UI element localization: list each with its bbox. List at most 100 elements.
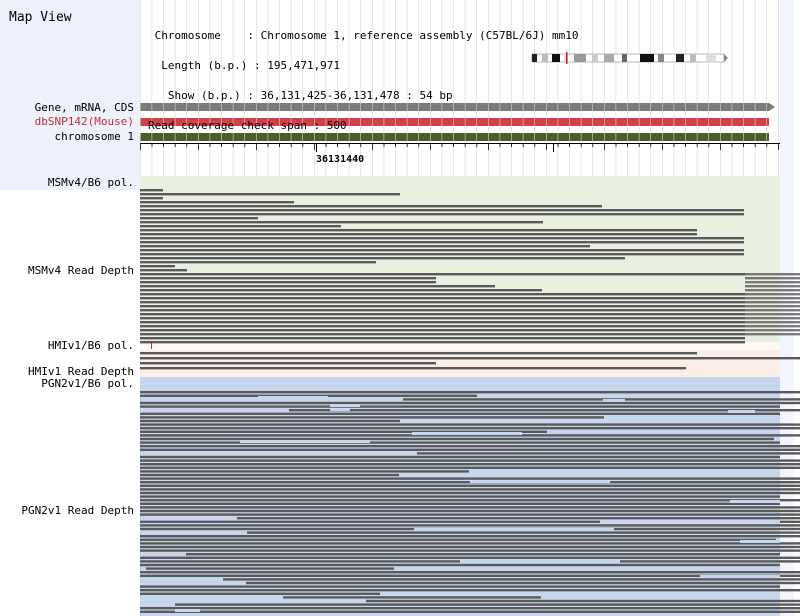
grid-line	[186, 0, 187, 176]
grid-line	[418, 0, 419, 176]
grid-line	[673, 0, 675, 176]
ruler-tick	[140, 144, 141, 150]
ruler-tick	[731, 144, 733, 147]
grid-line	[151, 0, 153, 176]
ruler-tick	[244, 144, 246, 147]
chromosome-ideogram[interactable]	[530, 52, 730, 64]
read-segment	[745, 309, 800, 312]
read-gap	[240, 440, 370, 443]
read-gap	[730, 500, 780, 503]
read-segment	[140, 513, 800, 516]
ruler-tick	[395, 144, 396, 147]
read-segment	[146, 567, 394, 570]
ruler-tick	[546, 144, 547, 150]
read-segment	[140, 394, 477, 397]
read-gap	[700, 575, 780, 578]
read-segment	[140, 269, 187, 272]
read-segment	[745, 317, 800, 320]
read-segment	[140, 357, 800, 360]
read-segment	[140, 412, 780, 415]
read-segment	[745, 285, 800, 288]
ruler-tick	[569, 144, 570, 147]
read-segment	[140, 352, 697, 355]
read-segment	[140, 405, 780, 408]
read-segment	[283, 596, 541, 599]
read-gap	[414, 528, 614, 531]
read-segment	[140, 448, 800, 451]
read-segment	[140, 341, 745, 344]
chromosome-info: Chromosome : Chromosome 1, reference ass…	[148, 11, 578, 141]
read-segment	[140, 509, 800, 513]
ruler-tick	[174, 144, 176, 147]
track-label-hmi-depth: HMIv1 Read Depth	[28, 365, 134, 378]
read-segment	[140, 592, 380, 595]
grid-line	[348, 0, 350, 176]
grid-line	[638, 0, 640, 176]
ruler-tick	[163, 144, 164, 147]
grid-line	[453, 0, 454, 176]
grid-line	[557, 0, 559, 176]
grid-line	[163, 0, 164, 176]
snp-marker[interactable]	[151, 341, 152, 349]
ruler-tick	[383, 144, 385, 147]
gene-direction-arrow	[769, 103, 775, 111]
read-segment	[140, 445, 800, 448]
read-segment	[745, 281, 800, 284]
read-segment	[140, 273, 745, 276]
grid-line	[546, 0, 547, 176]
grid-line	[696, 0, 698, 176]
ruler-tick	[638, 144, 640, 147]
ruler-tick	[418, 144, 420, 147]
read-segment	[140, 502, 780, 505]
read-segment	[140, 281, 436, 284]
read-segment	[140, 423, 800, 426]
grid-line	[256, 0, 257, 176]
ruler-tick	[256, 144, 257, 150]
read-segment	[140, 401, 800, 405]
read-segment	[140, 607, 800, 610]
grid-line	[534, 0, 535, 176]
ruler-tick	[534, 144, 536, 147]
ruler-tick	[754, 144, 756, 147]
read-segment	[247, 531, 800, 534]
read-segment	[140, 419, 400, 423]
read-segment	[140, 466, 800, 469]
read-segment	[140, 495, 780, 498]
grid-line	[615, 0, 617, 176]
read-gap	[728, 410, 755, 413]
read-segment	[417, 452, 800, 455]
read-gap	[603, 399, 625, 402]
ruler-tick	[696, 144, 698, 147]
read-segment	[140, 321, 745, 324]
ruler-tick	[337, 144, 338, 147]
grid-line	[279, 0, 280, 176]
read-segment	[140, 545, 800, 549]
read-segment	[140, 367, 686, 370]
read-segment	[140, 285, 495, 288]
read-segment	[186, 553, 780, 556]
grid-line	[650, 0, 651, 176]
track-label-pgn-depth: PGN2v1 Read Depth	[21, 504, 134, 517]
read-segment	[140, 225, 341, 228]
ruler-tick	[325, 144, 327, 147]
read-segment	[246, 581, 800, 585]
read-segment	[140, 249, 744, 252]
read-segment	[140, 189, 163, 192]
read-segment	[140, 538, 776, 541]
track-label-msm-depth: MSMv4 Read Depth	[28, 264, 134, 277]
ruler-tick	[441, 144, 443, 147]
ruler-tick	[186, 144, 188, 147]
read-segment	[140, 325, 745, 328]
read-segment	[140, 257, 625, 260]
ruler-tick	[685, 144, 686, 147]
read-segment	[140, 333, 745, 336]
read-gap	[330, 408, 350, 411]
grid-line	[522, 0, 524, 176]
read-segment	[140, 237, 744, 240]
ruler-tick	[604, 144, 605, 150]
read-segment	[140, 473, 399, 477]
left-label-pane	[0, 0, 140, 190]
read-segment	[140, 329, 745, 332]
read-segment	[140, 265, 175, 268]
